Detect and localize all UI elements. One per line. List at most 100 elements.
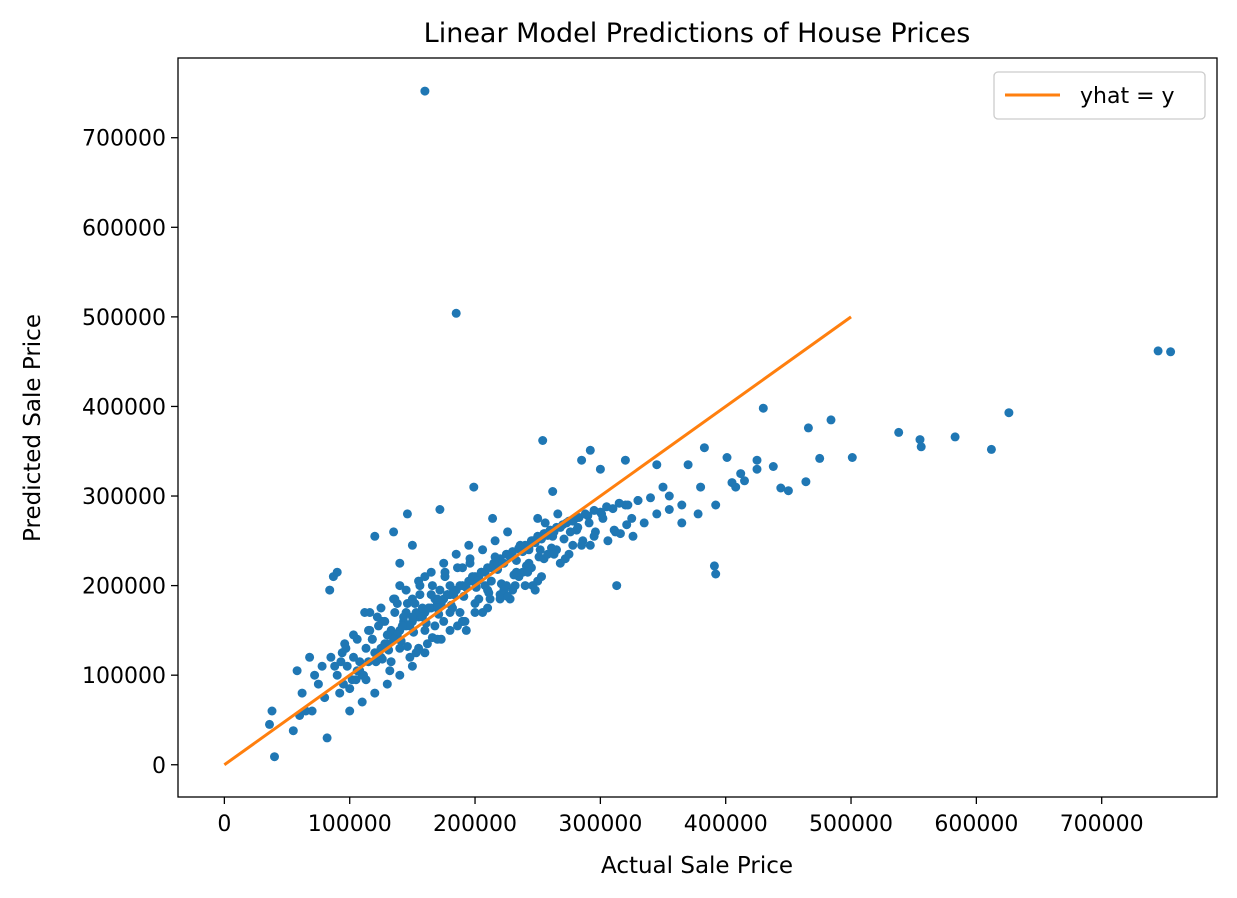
data-point xyxy=(677,518,687,528)
data-point xyxy=(568,540,578,550)
x-tick-label: 700000 xyxy=(1060,812,1144,837)
data-point xyxy=(288,726,298,736)
data-point xyxy=(424,603,434,613)
data-point xyxy=(826,415,836,425)
data-point xyxy=(683,460,693,470)
data-point xyxy=(722,453,732,462)
data-point xyxy=(395,670,405,680)
data-point xyxy=(533,513,543,523)
data-point xyxy=(622,520,632,530)
data-point xyxy=(420,648,430,658)
data-point xyxy=(430,621,440,631)
reference-line-path xyxy=(223,315,852,766)
data-point xyxy=(633,496,643,505)
data-point xyxy=(374,621,383,631)
data-point xyxy=(326,652,336,662)
y-tick-label: 700000 xyxy=(82,127,166,152)
data-point xyxy=(652,460,662,470)
data-point xyxy=(620,455,630,465)
y-axis-ticks: 0 100000 200000 300000 400000 500000 600000 700… xyxy=(82,127,178,779)
data-point xyxy=(894,427,904,437)
data-point xyxy=(752,464,762,474)
data-point xyxy=(783,486,793,496)
data-point xyxy=(386,657,396,667)
data-point xyxy=(915,435,925,445)
data-point xyxy=(488,513,498,523)
data-point xyxy=(453,621,462,631)
data-point xyxy=(573,522,583,532)
data-point xyxy=(347,675,357,685)
data-point xyxy=(448,603,457,613)
data-point xyxy=(699,443,709,453)
y-tick-label: 300000 xyxy=(82,485,166,510)
data-point xyxy=(390,608,400,617)
data-point xyxy=(614,498,624,508)
data-point xyxy=(543,549,553,559)
data-point xyxy=(549,549,559,559)
data-point xyxy=(297,688,307,698)
data-point xyxy=(510,581,520,591)
data-point xyxy=(451,549,461,559)
data-point xyxy=(528,581,538,591)
data-point xyxy=(439,558,449,568)
data-point xyxy=(577,540,587,550)
data-point xyxy=(427,581,437,591)
reference-line xyxy=(223,315,852,766)
data-point xyxy=(469,482,479,492)
data-point xyxy=(548,487,558,496)
data-point xyxy=(420,572,430,582)
data-point xyxy=(389,527,399,537)
data-point xyxy=(752,455,762,465)
data-point xyxy=(411,648,421,658)
data-point xyxy=(322,733,332,743)
data-point xyxy=(420,86,430,96)
data-point xyxy=(342,661,352,671)
x-tick-label: 100000 xyxy=(308,812,392,837)
data-point xyxy=(548,531,558,541)
data-point xyxy=(422,639,432,649)
data-point xyxy=(595,464,605,474)
data-point xyxy=(1166,347,1176,357)
data-point xyxy=(470,608,480,617)
data-point xyxy=(395,581,405,591)
data-point xyxy=(317,661,327,671)
data-point xyxy=(407,661,417,671)
data-point xyxy=(349,630,358,640)
data-point xyxy=(458,563,467,573)
data-point xyxy=(357,697,367,707)
data-point xyxy=(370,531,380,541)
data-point xyxy=(801,477,811,487)
data-point xyxy=(815,453,825,463)
data-point xyxy=(376,603,386,613)
data-point xyxy=(476,567,486,577)
data-point xyxy=(330,661,340,671)
data-point xyxy=(407,612,417,622)
data-point xyxy=(503,527,513,537)
data-point xyxy=(950,432,960,442)
data-point xyxy=(731,482,741,492)
data-point xyxy=(610,527,620,537)
y-tick-label: 0 xyxy=(152,754,166,779)
data-point xyxy=(711,500,721,510)
data-point xyxy=(395,558,405,568)
data-point xyxy=(490,552,500,562)
data-point xyxy=(589,531,599,541)
data-point xyxy=(426,590,436,600)
data-point xyxy=(464,540,474,550)
data-point xyxy=(916,442,926,452)
data-point xyxy=(652,509,662,519)
data-point xyxy=(693,509,703,519)
scatter-points xyxy=(265,86,1176,762)
plot-frame xyxy=(177,57,1218,798)
data-point xyxy=(390,594,400,604)
data-point xyxy=(696,482,706,492)
data-point xyxy=(427,633,437,643)
data-point xyxy=(270,752,279,762)
data-point xyxy=(603,536,613,546)
legend-label: yhat = y xyxy=(1080,84,1175,109)
data-point xyxy=(580,509,590,519)
x-tick-label: 0 xyxy=(217,812,231,837)
data-point xyxy=(345,684,355,694)
data-point xyxy=(313,679,323,689)
